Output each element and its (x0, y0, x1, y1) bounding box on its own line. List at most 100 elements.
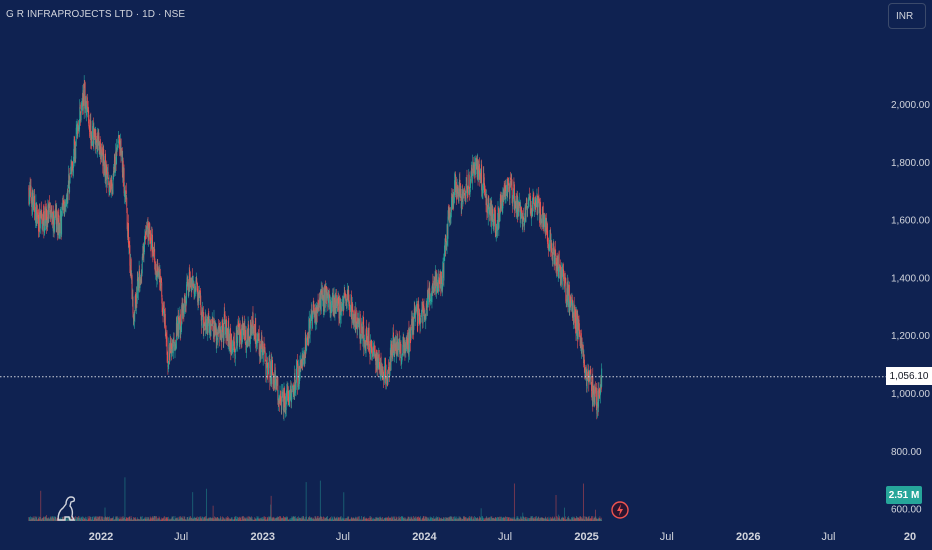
candle-body (43, 228, 45, 236)
volume-bar (371, 516, 373, 521)
volume-bar (71, 516, 73, 521)
volume-bar (510, 517, 512, 521)
volume-bar (417, 519, 419, 521)
candle-body (285, 394, 287, 411)
volume-bar (533, 518, 535, 521)
candle-body (288, 390, 289, 403)
flash-icon[interactable] (610, 500, 630, 520)
volume-bar (582, 516, 584, 521)
volume-bar (268, 516, 270, 521)
candle-body (242, 320, 244, 322)
candle-body (561, 268, 563, 286)
volume-bar (450, 516, 451, 521)
candle-body (322, 295, 324, 298)
x-tick-label: Jul (336, 531, 350, 543)
volume-bar (237, 517, 239, 521)
candle-body (265, 363, 267, 378)
volume-bar (368, 519, 370, 521)
candle-body (430, 299, 432, 301)
volume-bar (542, 517, 544, 521)
candle-body (158, 266, 160, 273)
time-axis: 2022 Jul 2023 Jul 2024 Jul 2025 Jul 2026 Jul 20 (89, 531, 916, 543)
candle-body (487, 197, 489, 218)
volume-bar (186, 519, 187, 521)
candle-body (431, 287, 433, 303)
candle-body (458, 188, 460, 201)
candle-body (374, 353, 376, 357)
candle-body (262, 343, 264, 359)
volume-bar (216, 517, 218, 521)
candle-body (373, 351, 374, 356)
volume-bar (170, 519, 171, 521)
volume-bar (198, 517, 200, 521)
candle-body (79, 104, 81, 109)
volume-bar (30, 516, 31, 521)
volume-bar (572, 519, 574, 521)
candle-body (341, 306, 343, 311)
volume-bar (125, 517, 127, 521)
currency-button[interactable]: INR (888, 3, 926, 29)
candle-body (442, 269, 444, 290)
volume-bar (454, 518, 455, 521)
volume-bar (326, 516, 328, 521)
volume-bar (525, 518, 527, 521)
volume-bar (412, 518, 413, 521)
volume-bar (343, 518, 345, 521)
volume-bar (338, 519, 340, 521)
candle-body (500, 195, 502, 209)
candle-body (387, 370, 389, 382)
volume-bar (315, 518, 317, 521)
candle-body (427, 290, 429, 308)
candle-body (107, 171, 109, 173)
volume-bar (263, 516, 265, 521)
volume-bar (34, 519, 35, 521)
volume-bar (223, 519, 225, 521)
volume-bar (377, 518, 378, 521)
candle-body (355, 309, 357, 323)
volume-bar (593, 519, 595, 521)
volume-bar (31, 518, 33, 521)
volume-bar (330, 519, 332, 521)
volume-bar (320, 516, 322, 521)
candle-body (111, 180, 113, 187)
volume-bar (145, 517, 147, 521)
volume-bar (211, 517, 213, 521)
volume-bar (325, 517, 327, 521)
candle-body (344, 291, 346, 295)
candle-body (365, 326, 367, 336)
candle-body (220, 329, 222, 338)
volume-bar (406, 519, 408, 521)
volume-bar (397, 519, 398, 521)
volume-bar (354, 518, 356, 521)
candle-body (59, 215, 61, 237)
volume-bar (152, 516, 154, 521)
candle-body (200, 310, 202, 315)
volume-bar (222, 519, 224, 521)
volume-bar (399, 519, 401, 521)
volume-bar (65, 516, 67, 521)
candle-body (33, 195, 35, 197)
candle-body (268, 358, 270, 360)
volume-bar (507, 517, 509, 521)
volume-bar (299, 517, 301, 521)
volume-bar (459, 516, 461, 521)
volume-bar (95, 517, 97, 521)
volume-bar (483, 519, 485, 521)
volume-bar (332, 518, 334, 521)
candle-body (302, 357, 304, 367)
volume-bar (205, 516, 207, 521)
candle-body (117, 140, 119, 144)
volume-bar (325, 517, 327, 521)
volume-bar (581, 519, 583, 521)
volume-bar (569, 518, 571, 521)
volume-bar (289, 519, 291, 521)
volume-bar (278, 516, 280, 521)
volume-bar (239, 518, 241, 521)
volume-bar (202, 516, 203, 521)
candle-body (361, 326, 363, 334)
tradingview-dino-icon[interactable] (54, 494, 78, 522)
volume-bar (424, 518, 426, 521)
volume-bar (560, 519, 561, 521)
candle-body (358, 320, 360, 330)
